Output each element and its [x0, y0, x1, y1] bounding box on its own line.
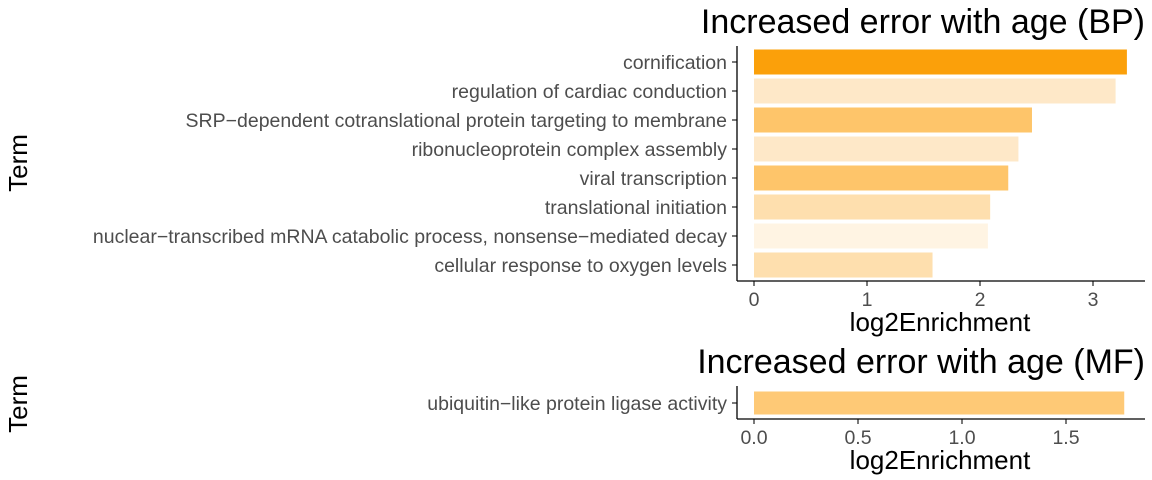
bp-category-label: cellular response to oxygen levels — [434, 255, 727, 277]
bp-bar — [754, 165, 1009, 191]
bp-x-tick-label: 3 — [1088, 289, 1099, 311]
chart-bp: Increased error with age (BP) Term corni… — [3, 3, 1145, 337]
bp-category-label: nuclear−transcribed mRNA catabolic proce… — [93, 226, 727, 248]
bp-category-label: regulation of cardiac conduction — [452, 81, 727, 103]
chart-bp-y-axis-title: Term — [3, 134, 33, 192]
chart-mf-x-ticks: 0.0 0.5 1.0 1.5 — [740, 419, 1080, 449]
bp-x-tick-label: 0 — [749, 289, 760, 311]
mf-x-tick-label: 1.5 — [1052, 427, 1079, 449]
chart-bp-bars — [754, 49, 1127, 278]
chart-bp-title: Increased error with age (BP) — [701, 3, 1145, 41]
bp-category-label: ribonucleoprotein complex assembly — [412, 139, 728, 161]
mf-x-tick-label: 1.0 — [948, 427, 975, 449]
bp-category-label: cornification — [623, 52, 727, 74]
mf-category-label: ubiquitin−like protein ligase activity — [427, 393, 727, 415]
bp-bar — [754, 194, 991, 220]
chart-bp-category-labels: cornification regulation of cardiac condu… — [93, 52, 737, 277]
bp-x-tick-label: 2 — [975, 289, 986, 311]
chart-bp-x-ticks: 0 1 2 3 — [749, 281, 1099, 311]
bp-bar — [754, 49, 1127, 75]
bp-bar — [754, 252, 933, 278]
bp-bar — [754, 136, 1019, 162]
bp-bar — [754, 78, 1116, 104]
bp-bar — [754, 107, 1032, 133]
chart-mf-x-axis-title: log2Enrichment — [850, 445, 1031, 475]
bp-bar — [754, 223, 988, 249]
mf-bar — [754, 391, 1125, 415]
bp-x-tick-label: 1 — [862, 289, 873, 311]
bp-category-label: translational initiation — [545, 197, 727, 219]
chart-mf-y-axis-title: Term — [3, 375, 33, 433]
mf-x-tick-label: 0.0 — [740, 427, 767, 449]
chart-mf-title: Increased error with age (MF) — [697, 343, 1145, 381]
chart-bp-x-axis-title: log2Enrichment — [850, 307, 1031, 337]
mf-x-tick-label: 0.5 — [844, 427, 871, 449]
bp-category-label: viral transcription — [580, 168, 727, 190]
chart-mf: Increased error with age (MF) Term ubiqu… — [3, 343, 1145, 475]
chart-mf-category-labels: ubiquitin−like protein ligase activity — [427, 393, 737, 415]
bp-category-label: SRP−dependent cotranslational protein ta… — [186, 110, 727, 132]
chart-mf-bars — [754, 391, 1125, 415]
